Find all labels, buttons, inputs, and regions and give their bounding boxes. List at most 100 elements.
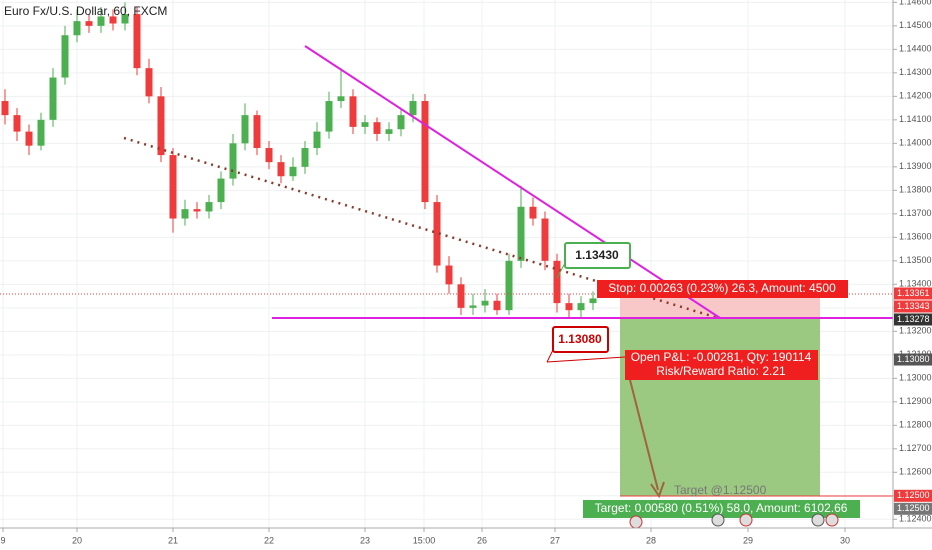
y-tick-label: 1.13500 — [899, 255, 932, 265]
y-tick-label: 1.13400 — [899, 279, 932, 289]
candle-body — [85, 21, 93, 26]
callout-box — [552, 326, 609, 353]
arrow — [627, 371, 659, 491]
candle-body — [229, 143, 237, 179]
candle-body — [301, 148, 309, 167]
x-tick-label: 23 — [360, 535, 370, 545]
trendline — [304, 45, 721, 319]
candle-body — [181, 209, 189, 219]
price-tag-label: 1.13343 — [897, 301, 930, 311]
y-tick-label: 1.13600 — [899, 232, 932, 242]
price-tag — [894, 300, 932, 313]
candle-body — [505, 260, 513, 311]
candle-body — [445, 265, 453, 285]
candle-body — [289, 166, 297, 177]
event-icon[interactable] — [825, 513, 839, 527]
candle-body — [145, 68, 153, 97]
candle-body — [13, 115, 21, 132]
y-tick-label: 1.14400 — [899, 44, 932, 54]
candle-body — [121, 14, 129, 24]
candle-body — [253, 115, 261, 149]
candle-body — [469, 305, 477, 308]
event-icon[interactable] — [711, 513, 725, 527]
stop-label-bg — [597, 280, 848, 298]
y-tick-label: 1.14000 — [899, 138, 932, 148]
price-tag-label: 1.12500 — [897, 490, 930, 500]
candle-body — [589, 298, 597, 304]
ratio-label: Risk/Reward Ratio: 2.21 — [656, 364, 786, 378]
candle-body — [433, 202, 441, 266]
x-tick-label: 15:00 — [413, 535, 436, 545]
candle-body — [481, 300, 489, 306]
y-tick-label: 1.12800 — [899, 420, 932, 430]
candle-body — [553, 260, 561, 304]
candle-body — [457, 284, 465, 308]
candle-body — [493, 300, 501, 311]
candle-body — [325, 101, 333, 132]
event-icon[interactable] — [739, 513, 753, 527]
event-icon[interactable] — [811, 513, 825, 527]
candle-body — [541, 218, 549, 261]
candle-body — [109, 16, 117, 24]
y-tick-label: 1.14200 — [899, 91, 932, 101]
candles — [1, 2, 597, 318]
candle-body — [385, 129, 393, 134]
price-tag — [894, 489, 932, 502]
price-tag-label: 1.13278 — [897, 314, 930, 324]
drawings: 1.13430 1.13080 Stop: 0.00263 (0.23%) 26… — [0, 45, 932, 529]
price-tag-label: 1.12500 — [897, 503, 930, 513]
callout-low: 1.13080 — [558, 332, 602, 346]
candle-body — [97, 16, 105, 26]
price-tag — [894, 502, 932, 515]
candle-body — [265, 148, 273, 163]
price-tag — [894, 313, 932, 326]
x-tick-label: 26 — [477, 535, 487, 545]
candle-body — [37, 119, 45, 146]
candle-body — [133, 14, 141, 69]
y-tick-label: 1.12600 — [899, 467, 932, 477]
candle-body — [529, 206, 537, 219]
x-tick-label: 28 — [646, 535, 656, 545]
candle-body — [217, 178, 225, 203]
candle-body — [517, 206, 525, 261]
arrow-head — [650, 481, 665, 499]
y-tick-label: 1.14100 — [899, 114, 932, 124]
price-tag — [894, 287, 932, 300]
candle-body — [157, 96, 165, 156]
candle-body — [1, 101, 9, 116]
candle-body — [61, 35, 69, 78]
price-tag-label: 1.13080 — [897, 354, 930, 364]
y-tick-label: 1.14500 — [899, 20, 932, 30]
candle-body — [397, 115, 405, 130]
pnl-label-bg — [625, 350, 818, 380]
callout-pointer — [546, 349, 554, 363]
candle-body — [373, 122, 381, 134]
event-icon[interactable] — [629, 515, 643, 529]
pnl-label: Open P&L: -0.00281, Qty: 190114 — [631, 350, 812, 364]
candle-body — [349, 96, 357, 127]
y-tick-label: 1.12900 — [899, 396, 932, 406]
y-tick-label: 1.13900 — [899, 161, 932, 171]
candle-body — [193, 209, 201, 212]
callout-box — [564, 242, 631, 269]
candle-body — [25, 131, 33, 146]
candle-body — [337, 96, 345, 102]
x-tick-label: 20 — [72, 535, 82, 545]
price-tag — [894, 353, 932, 366]
y-tick-label: 1.13200 — [899, 326, 932, 336]
y-tick-label: 1.13000 — [899, 373, 932, 383]
x-tick-label: 21 — [168, 535, 178, 545]
candle-body — [277, 162, 285, 177]
target-label-bg — [583, 500, 860, 518]
candle-body — [361, 122, 369, 127]
candle-body — [49, 77, 57, 120]
callout-high: 1.13430 — [575, 248, 619, 262]
callout-pointer — [556, 262, 566, 279]
target-at: Target @1.12500 — [674, 483, 767, 497]
x-tick-label: 29 — [743, 535, 753, 545]
y-tick-label: 1.13700 — [899, 208, 932, 218]
x-tick-label: 27 — [550, 535, 560, 545]
candle-body — [241, 115, 249, 144]
y-tick-label: 1.14300 — [899, 67, 932, 77]
